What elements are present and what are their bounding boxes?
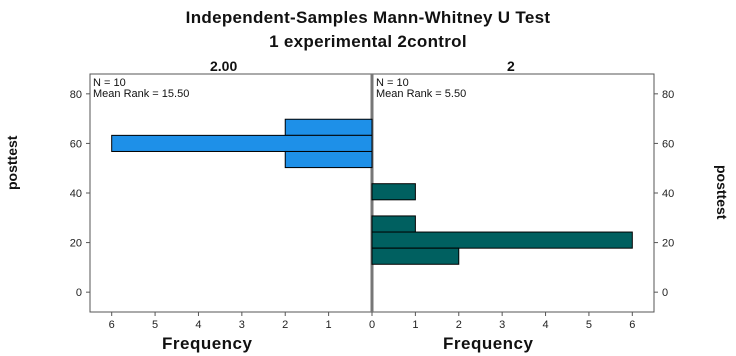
chart-subtitle: 1 experimental 2control	[269, 32, 467, 51]
right-bar-3	[371, 231, 633, 249]
group-label-left: 2.00	[210, 58, 238, 74]
y-tick-label-right-20: 20	[662, 238, 674, 250]
y-tick-label-left-0: 0	[76, 287, 82, 299]
x-tick-label-right-2: 2	[456, 319, 462, 331]
x-tick-label-right-3: 3	[499, 319, 505, 331]
y-tick-label-right-40: 40	[662, 188, 674, 200]
right-bar-0	[371, 183, 416, 201]
x-tick-label-left-1: 1	[326, 319, 332, 331]
left-bar-0	[284, 118, 373, 136]
y-tick-label-left-20: 20	[70, 238, 82, 250]
x-tick-label-right-6: 6	[629, 319, 635, 331]
x-tick-label-left-5: 5	[152, 319, 158, 331]
left-n-label: N = 10	[93, 77, 126, 89]
x-tick-label-right-5: 5	[586, 319, 592, 331]
group-label-right: 2	[507, 58, 515, 74]
right-bar-4	[371, 247, 460, 265]
y-tick-label-right-80: 80	[662, 89, 674, 101]
x-axis-label-left: Frequency	[162, 334, 253, 353]
right-n-label: N = 10	[376, 77, 409, 89]
y-tick-label-right-60: 60	[662, 138, 674, 150]
y-tick-label-left-60: 60	[70, 138, 82, 150]
x-tick-label-right-4: 4	[542, 319, 548, 331]
y-tick-label-right-0: 0	[662, 287, 668, 299]
x-tick-label-left-2: 2	[282, 319, 288, 331]
x-tick-label-left-4: 4	[195, 319, 201, 331]
right-bar-2	[371, 215, 416, 233]
left-bar-2	[284, 150, 373, 169]
left-bar-1	[111, 134, 373, 152]
y-tick-label-left-80: 80	[70, 89, 82, 101]
x-axis-label-right: Frequency	[443, 334, 534, 353]
x-tick-label-right-1: 1	[412, 319, 418, 331]
right-mean-rank-label: Mean Rank = 5.50	[376, 88, 467, 100]
x-tick-label-left-6: 6	[109, 319, 115, 331]
x-tick-label-right-0: 0	[369, 319, 375, 331]
left-mean-rank-label: Mean Rank = 15.50	[93, 88, 190, 100]
y-tick-label-left-40: 40	[70, 188, 82, 200]
x-tick-label-left-3: 3	[239, 319, 245, 331]
chart-title: Independent-Samples Mann-Whitney U Test	[185, 8, 551, 27]
